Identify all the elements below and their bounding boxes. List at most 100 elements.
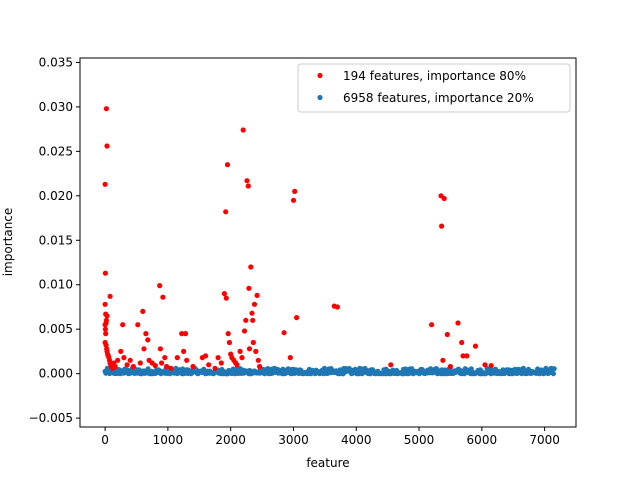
red-data-point [130,363,136,370]
x-tick-label: 4000 [341,433,372,447]
red-data-point [253,348,259,354]
red-data-point [439,223,445,229]
red-data-point [459,339,465,346]
red-data-point [159,360,165,366]
red-data-point [444,331,450,338]
y-tick-label: 0.015 [39,233,73,247]
red-data-point [102,326,108,332]
red-data-point [237,348,243,354]
red-data-point [250,339,256,346]
red-data-point [254,292,260,298]
y-tick-label: 0.035 [39,55,73,69]
legend-red-marker [317,72,323,79]
red-data-point [249,310,255,316]
red-data-point [162,355,168,361]
red-data-point [287,355,293,361]
red-data-point [102,322,108,328]
blue-data-point [468,366,474,372]
red-data-point [251,301,258,307]
blue-data-point [551,366,557,372]
red-data-point [464,353,470,359]
red-data-point [292,188,298,194]
x-tick-label: 6000 [467,433,498,447]
red-data-point [157,346,163,352]
red-data-point [184,357,190,363]
red-data-point [245,183,251,189]
red-data-point [224,162,231,168]
red-data-point [223,209,229,215]
red-data-point [234,362,240,368]
red-data-point [127,357,133,363]
red-data-point [174,355,180,361]
x-axis: 0 1000 2000 3000 4000 5000 6000 7000 [101,427,560,447]
red-data-point [255,357,261,363]
red-data-point [429,322,435,328]
red-data-point [137,360,143,366]
red-data-point [168,365,174,371]
red-data-point [102,301,108,307]
red-data-point [140,308,146,314]
red-data-point [226,339,232,346]
axes-frame [79,57,577,428]
y-tick-label: 0.005 [39,322,73,336]
red-data-point [440,357,446,363]
red-data-point [203,353,209,359]
red-data-point [248,264,254,270]
red-data-point [190,363,196,370]
x-tick-label: 3000 [278,433,309,447]
red-data-point [334,304,340,310]
x-tick-label: 7000 [529,433,560,447]
y-tick-label: 0.010 [39,278,73,292]
red-data-point [206,362,212,368]
red-data-point [181,348,187,354]
red-data-point [160,294,166,300]
red-data-point [118,348,124,354]
red-data-point [115,357,121,363]
y-tick-label: 0.025 [39,144,73,158]
red-data-point [290,197,297,203]
x-tick-label: 1000 [153,433,184,447]
red-data-point [455,320,461,326]
blue-data-point [550,371,557,377]
red-data-point [141,346,147,352]
red-data-point [281,330,287,336]
red-data-point [215,355,221,361]
red-data-point [103,106,109,112]
red-data-point [441,195,447,202]
red-data-point [244,178,250,184]
red-data-point [102,270,108,276]
red-data-point [257,363,263,370]
red-data-point [225,331,231,337]
y-axis-label: importance [1,208,15,277]
red-data-point [103,331,109,337]
x-axis-label: feature [306,456,349,470]
red-data-point [250,317,256,323]
red-data-point [157,283,163,289]
red-data-point [104,143,110,149]
red-data-point [223,295,229,301]
red-data-point [164,363,170,370]
y-tick-label: 0.020 [39,189,73,203]
legend-entry-red: 194 features, importance 80% [343,69,526,83]
series-red-points [102,106,494,371]
red-data-point [460,353,466,359]
red-data-point [240,127,246,133]
red-data-point [246,346,253,352]
red-data-point [182,331,189,337]
red-data-point [112,363,118,370]
red-data-point [120,322,126,328]
legend-blue-marker [317,94,323,101]
red-data-point [243,317,249,323]
y-tick-label: 0.000 [39,367,73,381]
x-tick-label: 0 [101,433,109,447]
red-data-point [447,363,453,370]
red-data-point [294,315,300,321]
legend: 194 features, importance 80% 6958 featur… [297,63,571,113]
legend-entry-blue: 6958 features, importance 20% [343,91,534,105]
red-data-point [179,331,185,337]
red-data-point [104,313,110,319]
legend-box [297,63,571,113]
red-data-point [472,343,479,349]
y-axis: −0.005 0.000 0.005 0.010 0.015 0.020 0.025 0.03… [29,55,80,425]
red-data-point [488,363,494,369]
